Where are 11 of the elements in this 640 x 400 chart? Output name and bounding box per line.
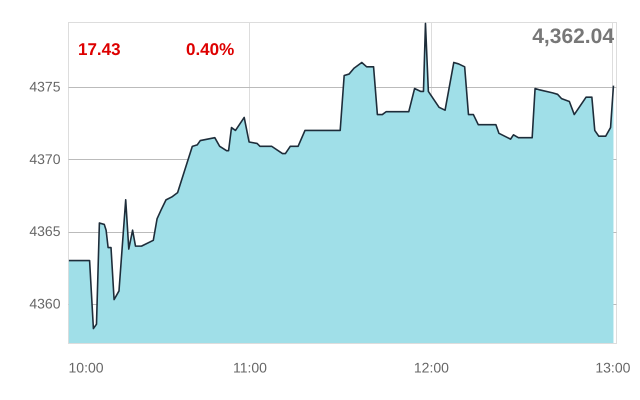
annotation: 0.40% — [186, 40, 234, 59]
annotation: 17.43 — [78, 40, 121, 59]
y-tick-label: 4365 — [29, 223, 61, 240]
y-tick-label: 4360 — [29, 295, 61, 312]
x-tick-label: 13:00 — [595, 360, 631, 376]
x-tick-label: 12:00 — [414, 360, 450, 376]
y-tick-label: 4370 — [29, 150, 61, 167]
x-tick-label: 10:00 — [68, 360, 104, 376]
x-tick-label: 11:00 — [232, 360, 268, 376]
annotation: 4,362.04 — [532, 25, 614, 48]
y-tick-label: 4375 — [29, 78, 61, 95]
